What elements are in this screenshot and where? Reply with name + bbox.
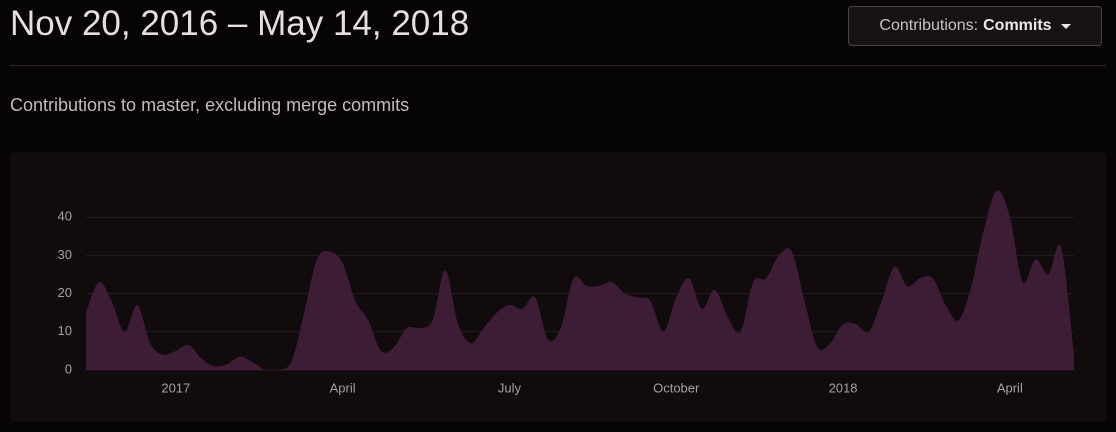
y-tick-label: 10	[58, 323, 72, 338]
y-tick-label: 0	[65, 361, 72, 376]
y-tick-label: 20	[58, 285, 72, 300]
x-tick-label: July	[498, 380, 522, 395]
divider	[10, 65, 1106, 66]
page-title: Nov 20, 2016 – May 14, 2018	[10, 4, 470, 43]
contributions-dropdown[interactable]: Contributions: Commits	[848, 6, 1102, 46]
y-tick-label: 30	[58, 247, 72, 262]
x-tick-label: 2017	[161, 380, 190, 395]
x-tick-label: 2018	[829, 380, 858, 395]
x-tick-label: October	[653, 380, 700, 395]
y-tick-label: 40	[58, 209, 72, 224]
area	[86, 190, 1074, 370]
x-tick-label: April	[997, 380, 1023, 395]
dropdown-value: Commits	[983, 17, 1052, 34]
subtitle: Contributions to master, excluding merge…	[10, 95, 410, 115]
x-tick-label: April	[330, 380, 356, 395]
caret-icon	[1060, 23, 1071, 29]
dropdown-label: Contributions:	[879, 17, 979, 34]
